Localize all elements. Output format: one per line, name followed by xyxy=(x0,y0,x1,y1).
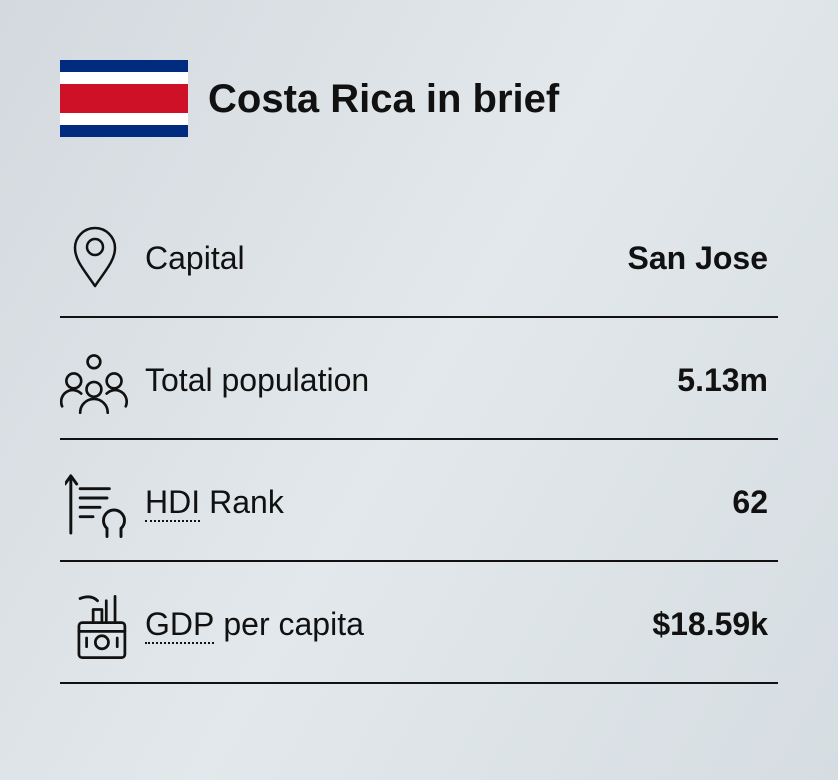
label-text: Rank xyxy=(209,484,284,520)
location-icon xyxy=(73,226,117,288)
gdp-icon xyxy=(77,595,127,659)
row-value: 62 xyxy=(732,484,768,520)
row-value: 5.13m xyxy=(677,362,768,398)
hdi-icon xyxy=(65,474,126,538)
info-row: Capital San Jose xyxy=(60,196,778,318)
info-row: HDI Rank 62 xyxy=(60,440,778,562)
abbreviation[interactable]: HDI xyxy=(145,484,201,522)
row-value: San Jose xyxy=(627,240,768,276)
row-label: HDI Rank xyxy=(145,482,284,522)
title: Costa Rica in brief xyxy=(208,77,560,121)
info-row: GDP per capita $18.59k xyxy=(60,562,778,684)
row-label: Total population xyxy=(145,362,370,398)
row-label: Capital xyxy=(145,240,245,276)
row-label: GDP per capita xyxy=(145,604,364,644)
row-value: $18.59k xyxy=(652,606,768,642)
flag xyxy=(60,60,188,137)
label-text: per capita xyxy=(223,606,364,642)
info-row: Total population 5.13m xyxy=(60,318,778,440)
population-icon xyxy=(60,354,129,415)
abbreviation[interactable]: GDP xyxy=(145,606,215,644)
